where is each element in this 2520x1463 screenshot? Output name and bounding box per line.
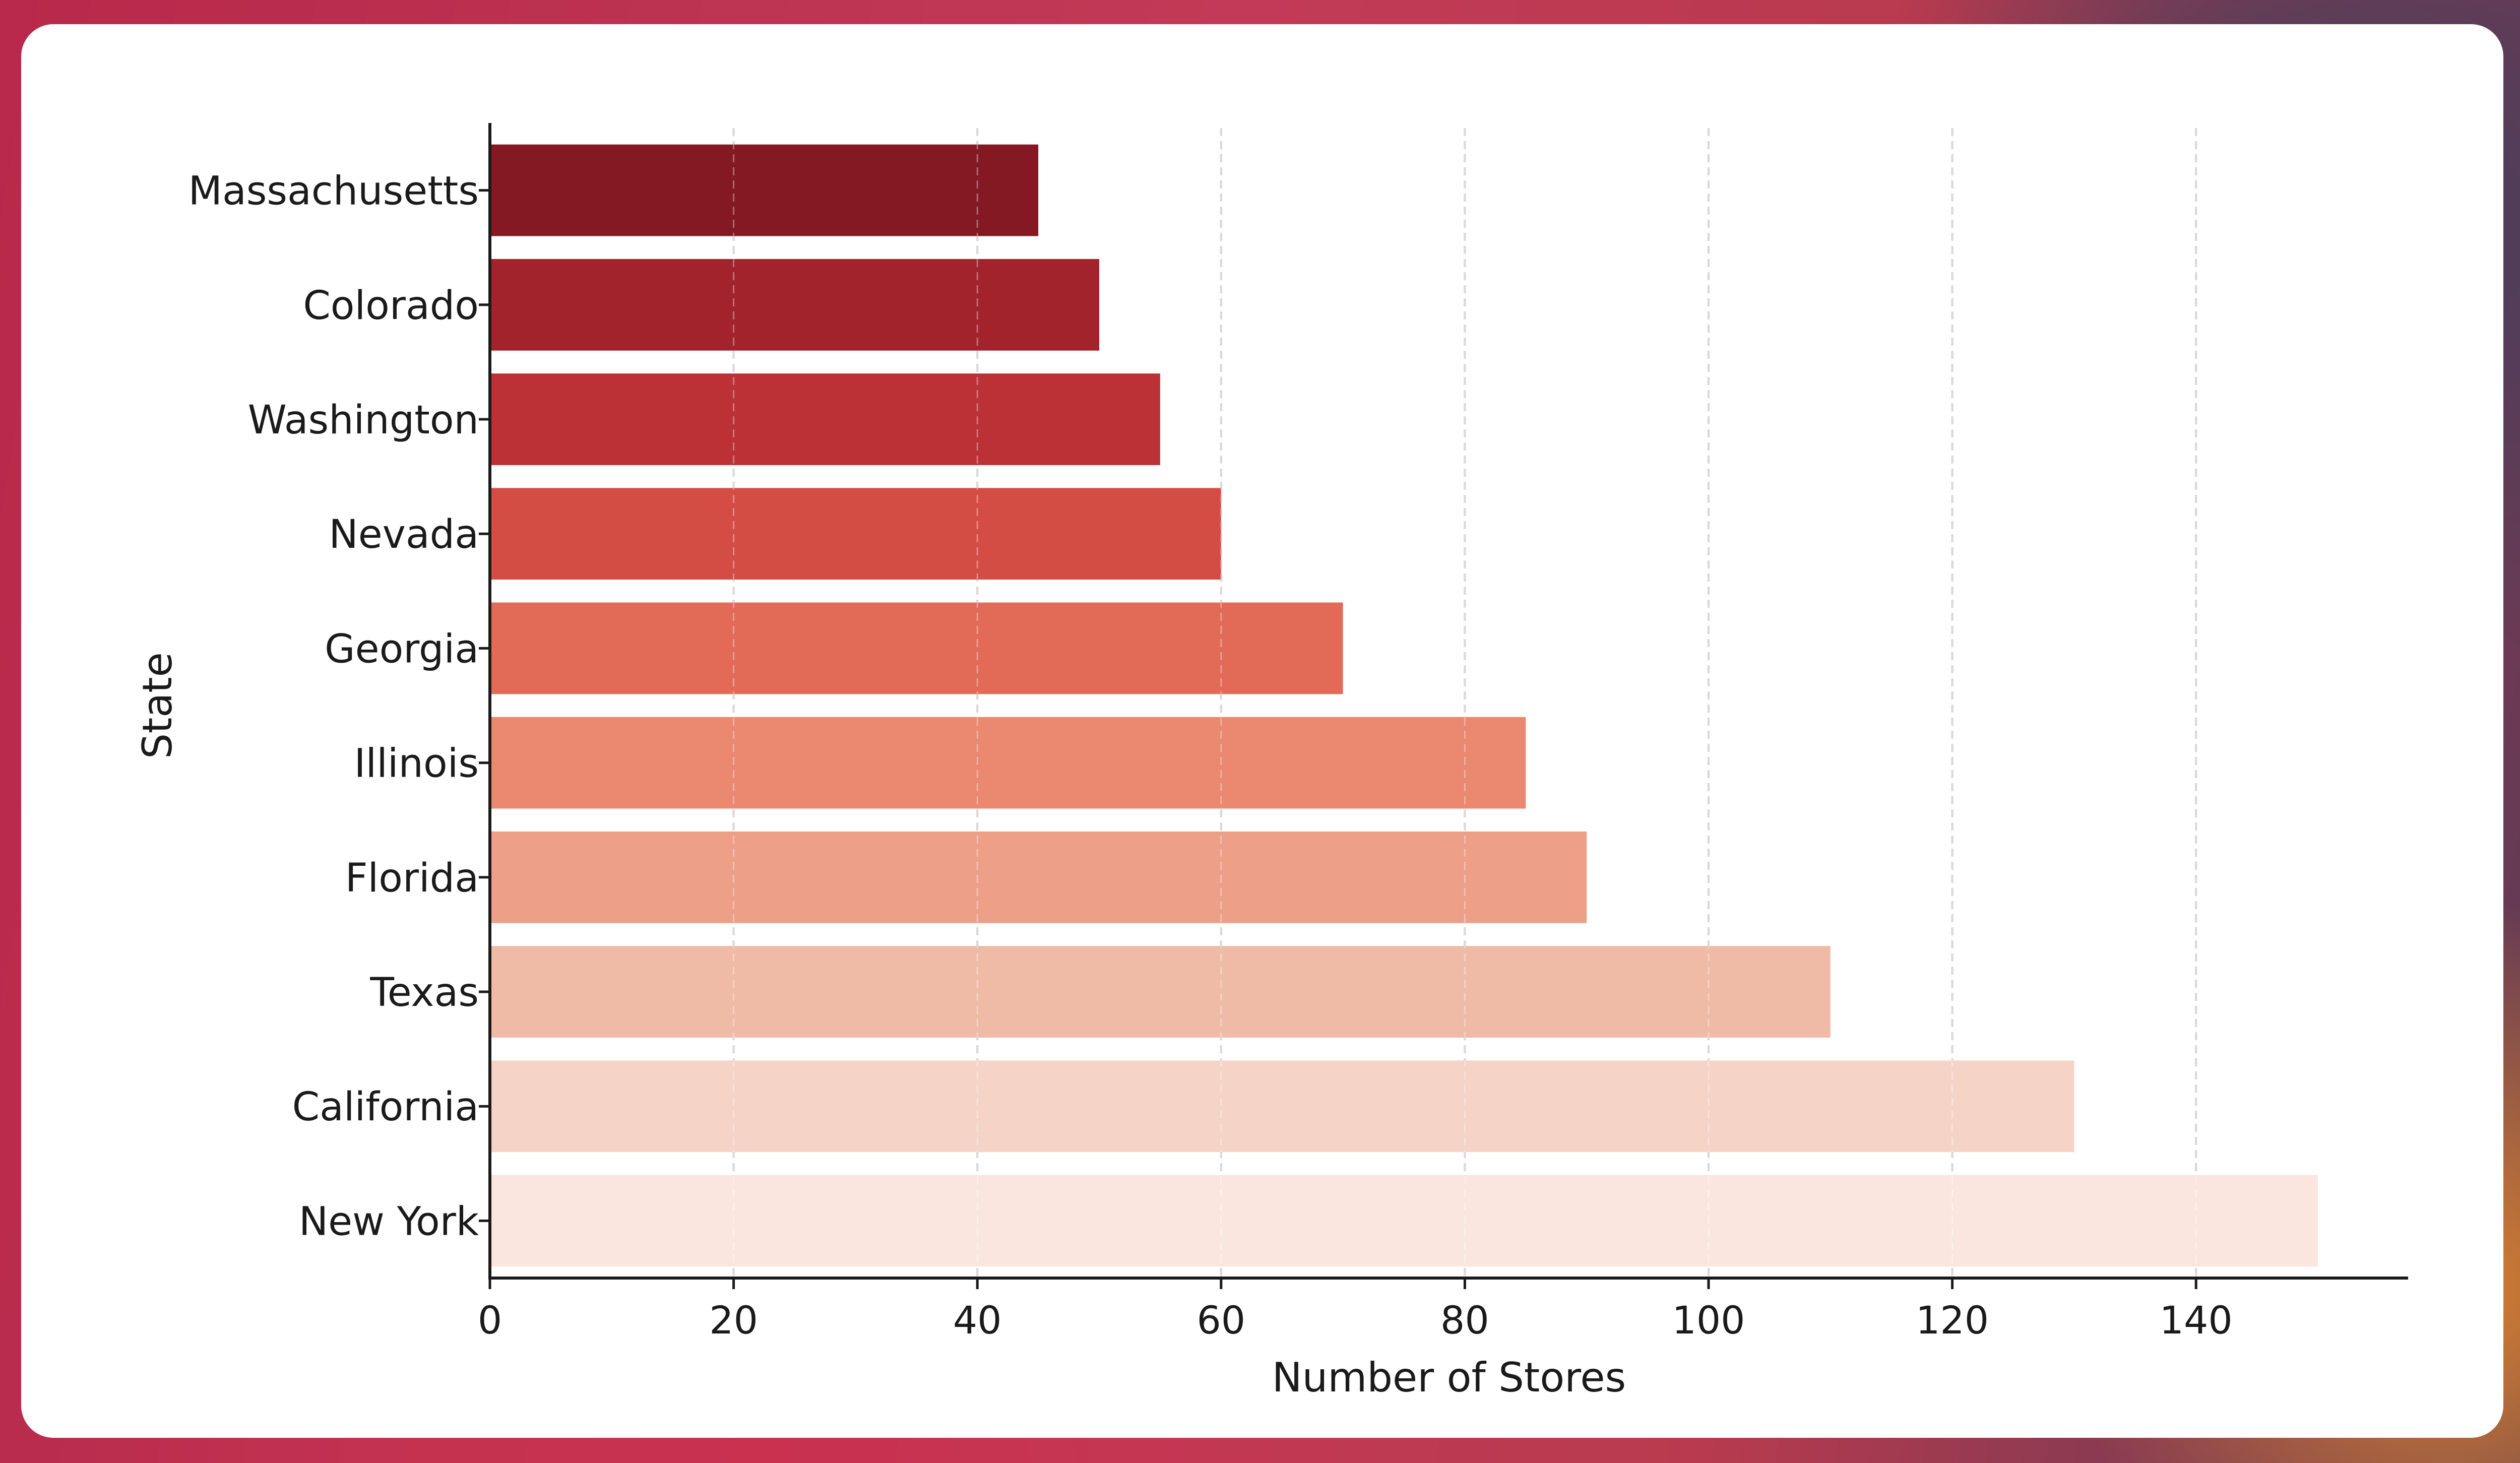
tick-labels: 0 20 40 60 80 100 120 140 Massachusetts Colorado W… — [188, 169, 2233, 1343]
bar — [490, 488, 1221, 580]
x-tick-label: 20 — [709, 1298, 758, 1343]
x-tick-label: 0 — [478, 1298, 502, 1343]
x-tick-label: 80 — [1440, 1298, 1489, 1343]
x-axis-title: Number of Stores — [1272, 1354, 1626, 1401]
y-tick-label: Texas — [369, 970, 479, 1015]
bar — [490, 1060, 2074, 1153]
bar — [490, 144, 1039, 236]
bar — [490, 1175, 2318, 1267]
chart-card: 0 20 40 60 80 100 120 140 Massachusetts Colorado W… — [21, 24, 2503, 1438]
x-tick-label: 40 — [953, 1298, 1002, 1343]
bar — [490, 717, 1526, 809]
x-tick-label: 120 — [1916, 1298, 1989, 1343]
x-tick-label: 140 — [2160, 1298, 2233, 1343]
bar-chart: 0 20 40 60 80 100 120 140 Massachusetts Colorado W… — [134, 123, 2408, 1401]
y-axis-title: State — [134, 652, 181, 759]
bar — [490, 831, 1587, 923]
bar — [490, 946, 1831, 1038]
y-tick-label: New York — [299, 1199, 479, 1244]
bar — [490, 602, 1343, 694]
axes — [479, 123, 2408, 1289]
bars — [490, 144, 2318, 1267]
y-tick-label: Illinois — [354, 741, 479, 787]
y-tick-label: Massachusetts — [188, 169, 479, 214]
y-tick-label: Nevada — [329, 512, 479, 557]
y-tick-label: Florida — [345, 856, 479, 901]
y-tick-label: Colorado — [303, 283, 479, 329]
x-tick-label: 100 — [1672, 1298, 1745, 1343]
y-tick-label: California — [292, 1085, 479, 1130]
y-tick-label: Georgia — [325, 626, 479, 672]
bar — [490, 373, 1160, 465]
y-tick-label: Washington — [248, 398, 479, 443]
bar — [490, 259, 1099, 351]
x-tick-label: 60 — [1196, 1298, 1245, 1343]
